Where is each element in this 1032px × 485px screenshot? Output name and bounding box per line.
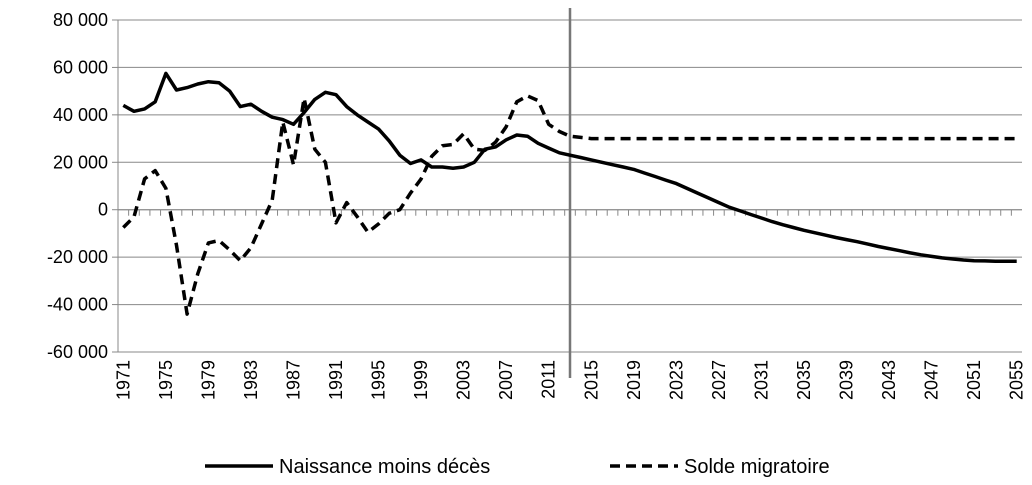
x-tick-label: 2055	[1007, 360, 1027, 400]
y-tick-label: 60 000	[53, 57, 108, 77]
x-tick-label: 2043	[879, 360, 899, 400]
x-tick-label: 1971	[113, 360, 133, 400]
series-line	[122, 71, 1017, 263]
x-tick-label: 1995	[369, 360, 389, 400]
y-tick-label: -60 000	[47, 342, 108, 362]
x-tick-label: 2031	[751, 360, 771, 400]
legend-label: Naissance moins décès	[279, 456, 490, 478]
x-tick-label: 2019	[624, 360, 644, 400]
y-tick-label: -40 000	[47, 295, 108, 315]
y-tick-label: 20 000	[53, 152, 108, 172]
x-tick-label: 2003	[454, 360, 474, 400]
legend-label: Solde migratoire	[684, 456, 830, 478]
x-tick-label: 2007	[496, 360, 516, 400]
x-tick-label: 2039	[837, 360, 857, 400]
x-tick-label: 1999	[411, 360, 431, 400]
x-tick-label: 2051	[964, 360, 984, 400]
y-tick-label: -20 000	[47, 247, 108, 267]
x-tick-label: 2035	[794, 360, 814, 400]
x-tick-label: 1991	[326, 360, 346, 400]
x-tick-label: 2027	[709, 360, 729, 400]
x-tick-label: 2015	[581, 360, 601, 400]
x-tick-label: 1983	[241, 360, 261, 400]
series-line	[122, 94, 1017, 316]
x-tick-label: 2011	[539, 360, 559, 399]
y-tick-label: 80 000	[53, 10, 108, 30]
x-tick-label: 2023	[666, 360, 686, 400]
x-tick-label: 2047	[922, 360, 942, 400]
x-tick-label: 1975	[156, 360, 176, 400]
y-tick-label: 0	[98, 200, 108, 220]
x-tick-label: 1987	[283, 360, 303, 400]
y-tick-label: 40 000	[53, 105, 108, 125]
x-tick-label: 1979	[198, 360, 218, 400]
